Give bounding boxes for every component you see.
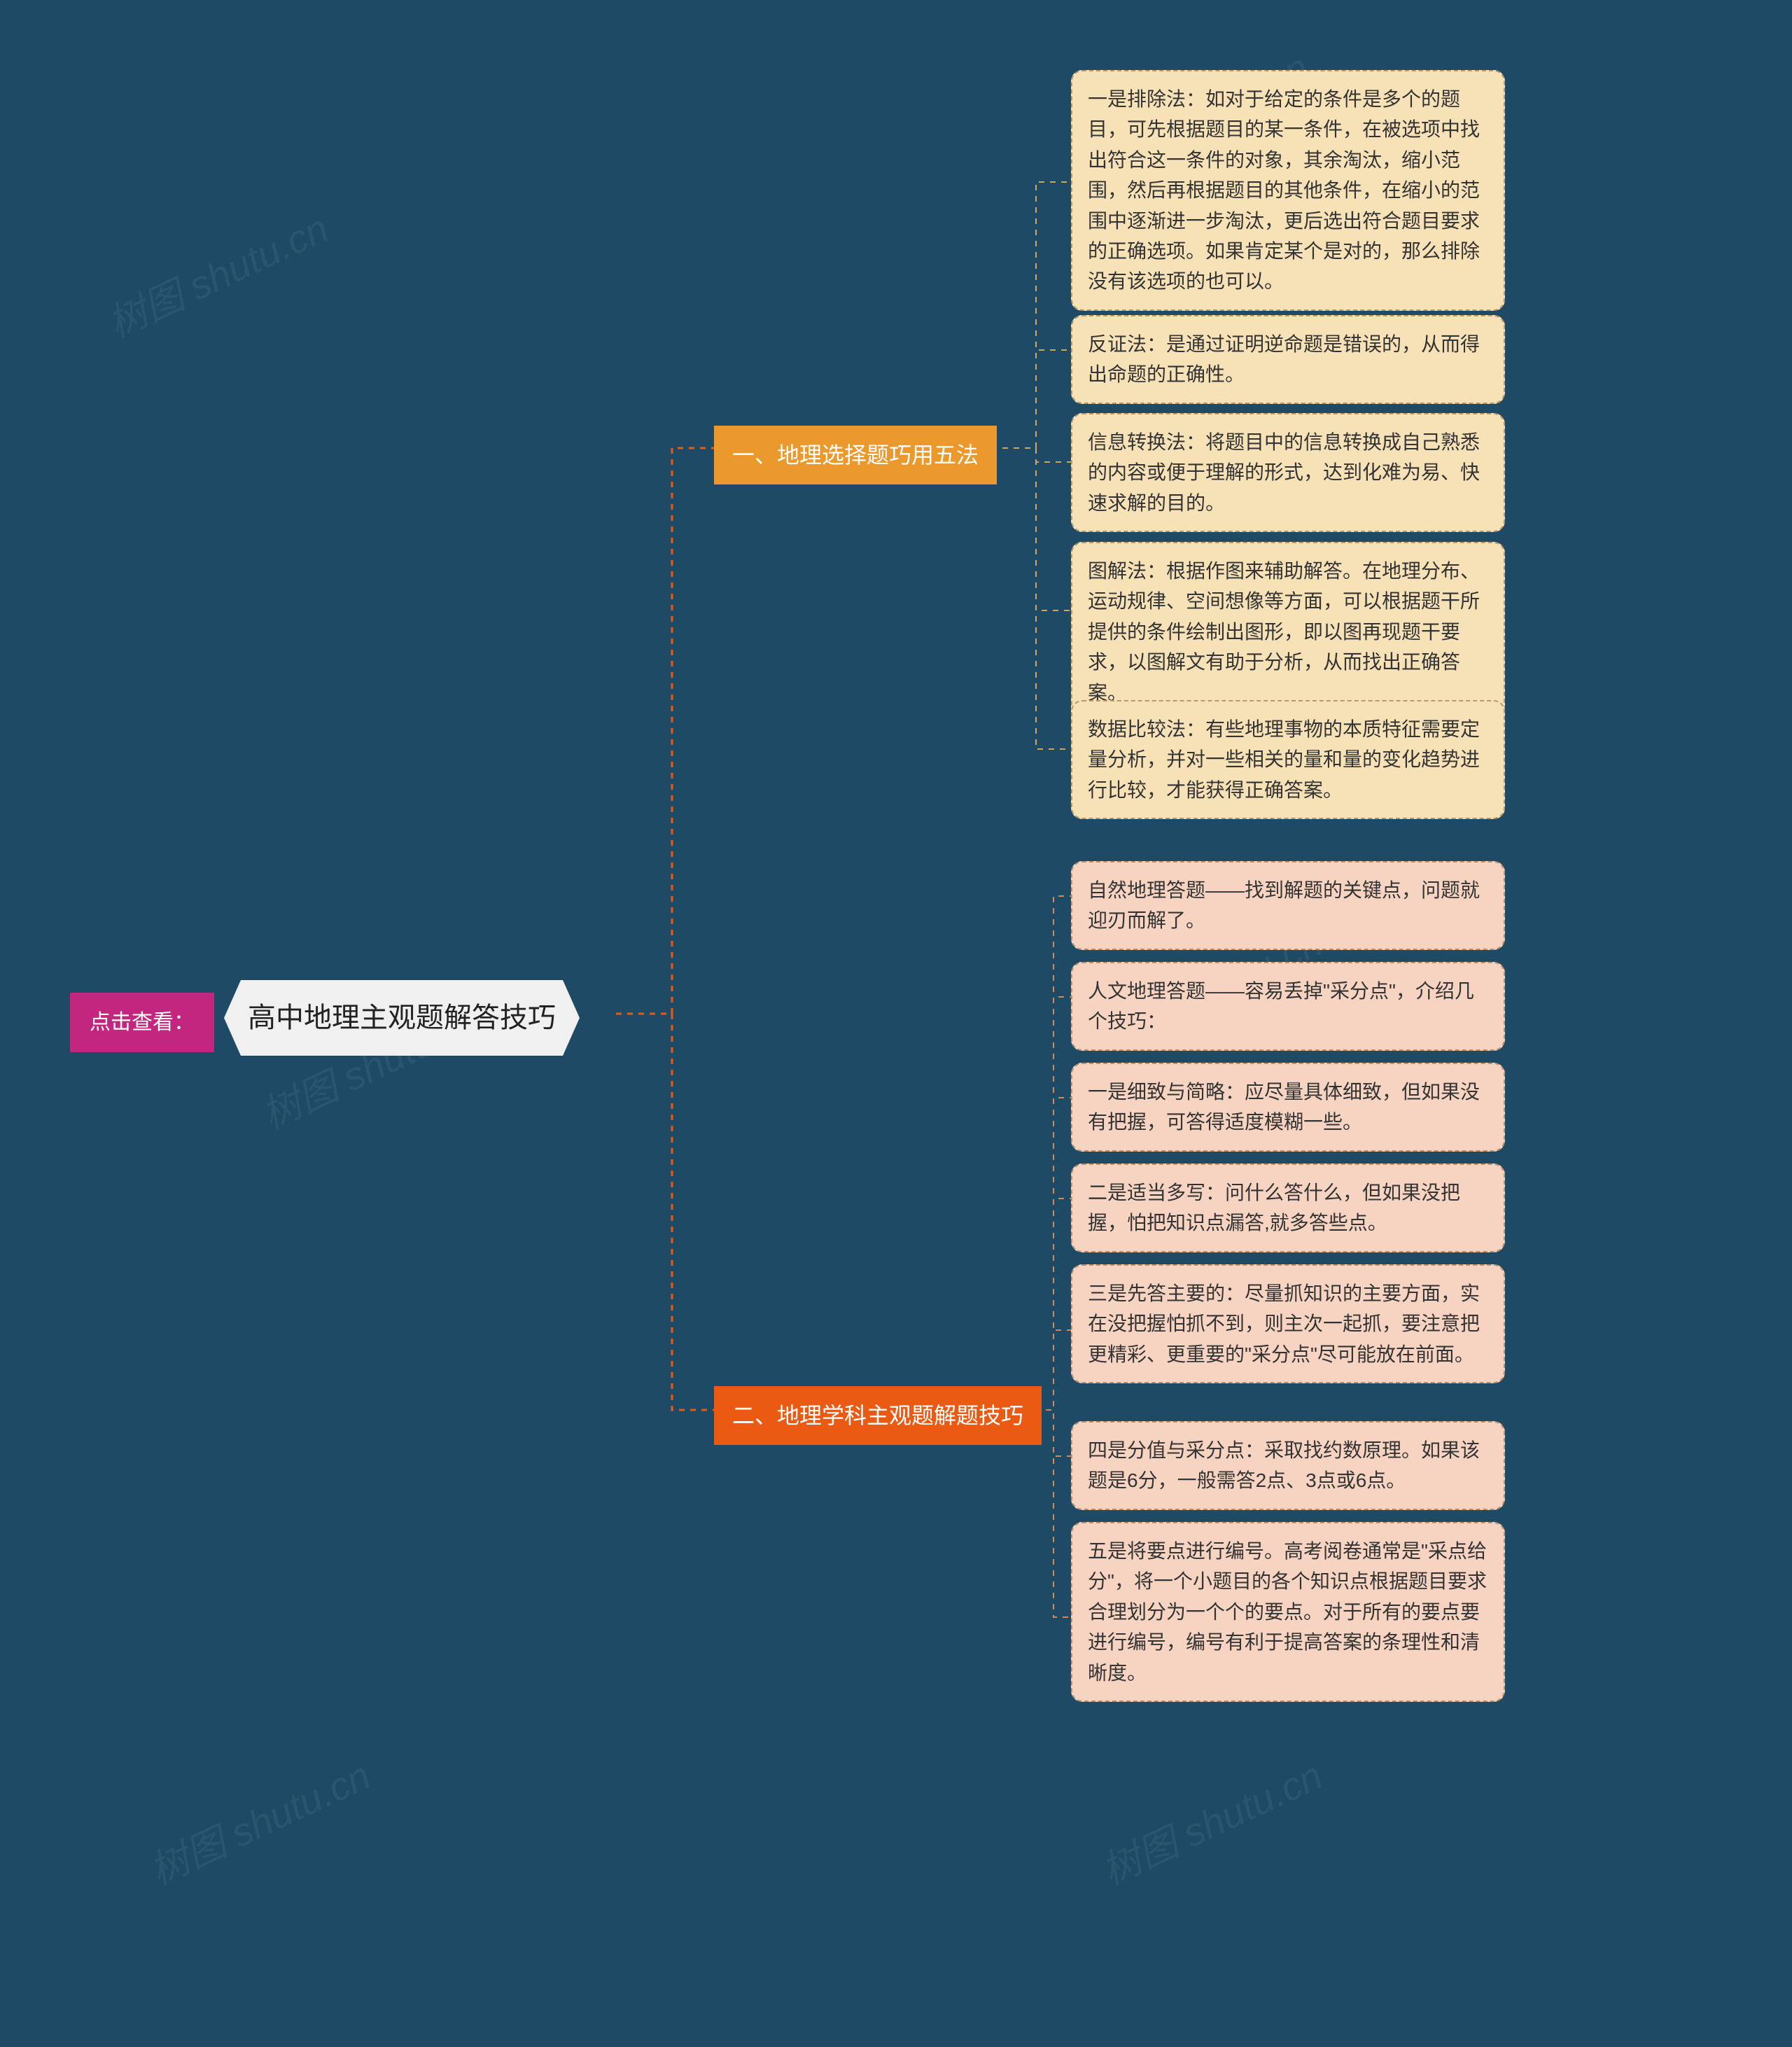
- leaf-node[interactable]: 一是细致与简略：应尽量具体细致，但如果没有把握，可答得适度模糊一些。: [1071, 1063, 1505, 1152]
- leaf-node[interactable]: 图解法：根据作图来辅助解答。在地理分布、运动规律、空间想像等方面，可以根据题干所…: [1071, 542, 1505, 722]
- leaf-node[interactable]: 四是分值与采分点：采取找约数原理。如果该题是6分，一般需答2点、3点或6点。: [1071, 1421, 1505, 1510]
- leaf-node[interactable]: 五是将要点进行编号。高考阅卷通常是"采点给分"，将一个小题目的各个知识点根据题目…: [1071, 1522, 1505, 1702]
- leaf-node[interactable]: 数据比较法：有些地理事物的本质特征需要定量分析，并对一些相关的量和量的变化趋势进…: [1071, 700, 1505, 819]
- section-node-2[interactable]: 二、地理学科主观题解题技巧: [714, 1386, 1042, 1445]
- watermark: 树图 shutu.cn: [1091, 1745, 1331, 1896]
- leaf-node[interactable]: 反证法：是通过证明逆命题是错误的，从而得出命题的正确性。: [1071, 315, 1505, 404]
- section-node-1[interactable]: 一、地理选择题巧用五法: [714, 426, 997, 484]
- root-node[interactable]: 高中地理主观题解答技巧: [224, 980, 580, 1056]
- leaf-node[interactable]: 一是排除法：如对于给定的条件是多个的题目，可先根据题目的某一条件，在被选项中找出…: [1071, 70, 1505, 311]
- leaf-node[interactable]: 自然地理答题——找到解题的关键点，问题就迎刃而解了。: [1071, 861, 1505, 950]
- leaf-node[interactable]: 信息转换法：将题目中的信息转换成自己熟悉的内容或便于理解的形式，达到化难为易、快…: [1071, 413, 1505, 532]
- leaf-node[interactable]: 三是先答主要的：尽量抓知识的主要方面，实在没把握怕抓不到，则主次一起抓，要注意把…: [1071, 1264, 1505, 1383]
- watermark: 树图 shutu.cn: [97, 197, 337, 349]
- watermark: 树图 shutu.cn: [139, 1745, 379, 1896]
- leaf-node[interactable]: 人文地理答题——容易丢掉"采分点"，介绍几个技巧：: [1071, 962, 1505, 1051]
- leaf-node[interactable]: 二是适当多写：问什么答什么，但如果没把握，怕把知识点漏答,就多答些点。: [1071, 1164, 1505, 1252]
- root-link-node[interactable]: 点击查看：: [70, 993, 214, 1052]
